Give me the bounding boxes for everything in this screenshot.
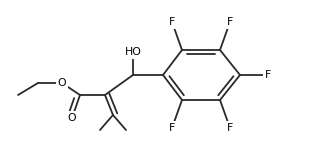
- Text: O: O: [58, 78, 66, 88]
- Text: F: F: [227, 123, 233, 133]
- Text: HO: HO: [125, 47, 141, 57]
- Text: F: F: [169, 17, 175, 27]
- Text: O: O: [68, 113, 76, 123]
- Text: F: F: [169, 123, 175, 133]
- Text: F: F: [265, 70, 271, 80]
- Text: F: F: [227, 17, 233, 27]
